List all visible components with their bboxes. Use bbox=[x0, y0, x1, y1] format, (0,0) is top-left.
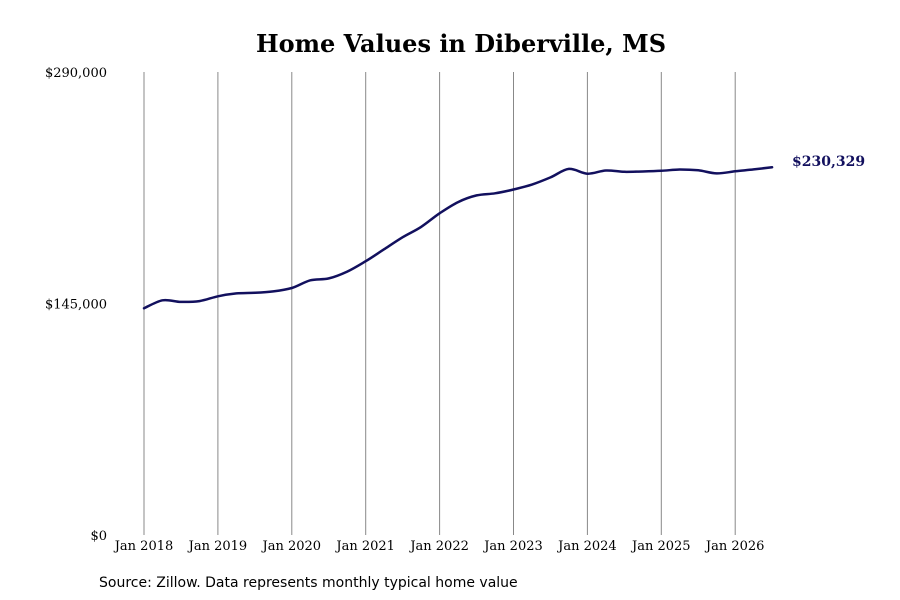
x-tick-label: Jan 2022 bbox=[408, 539, 469, 554]
x-tick-label: Jan 2018 bbox=[113, 539, 174, 554]
series-lines bbox=[142, 166, 774, 310]
y-axis-ticks: $0 $145,000 $290,000 bbox=[45, 66, 107, 544]
y-tick-label: $145,000 bbox=[45, 298, 107, 313]
y-tick-label: $290,000 bbox=[45, 66, 107, 81]
grid-lines bbox=[143, 72, 736, 535]
x-tick-label: Jan 2026 bbox=[704, 539, 765, 554]
source-note: Source: Zillow. Data represents monthly … bbox=[99, 575, 518, 591]
x-tick-label: Jan 2023 bbox=[482, 539, 543, 554]
end-value-label: $230,329 bbox=[792, 154, 865, 170]
x-tick-label: Jan 2019 bbox=[187, 539, 248, 554]
series-line-0 bbox=[142, 166, 774, 310]
x-tick-label: Jan 2025 bbox=[630, 539, 691, 554]
x-tick-label: Jan 2024 bbox=[556, 539, 617, 554]
x-axis-ticks: Jan 2018 Jan 2019 Jan 2020 Jan 2021 Jan 2022… bbox=[113, 539, 765, 554]
y-tick-label: $0 bbox=[90, 529, 107, 544]
x-tick-label: Jan 2021 bbox=[334, 539, 395, 554]
chart-title: Home Values in Diberville, MS bbox=[256, 29, 666, 58]
x-tick-label: Jan 2020 bbox=[261, 539, 322, 554]
